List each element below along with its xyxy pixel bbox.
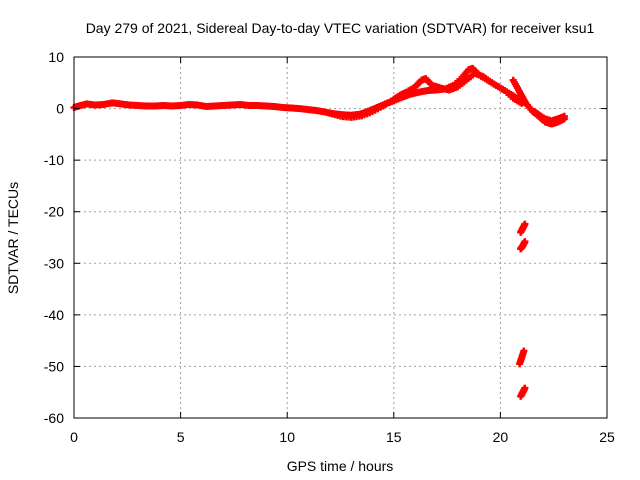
series-track-secondary: [326, 70, 528, 121]
x-tick-label: 5: [177, 429, 185, 445]
series-dropout-1: [517, 220, 529, 236]
series-dropout-4: [517, 384, 529, 400]
data-point: [521, 384, 529, 392]
series-track-main: [70, 64, 526, 119]
data-markers: [70, 64, 568, 400]
grid: [74, 57, 607, 418]
y-tick-label: 0: [56, 101, 64, 117]
y-tick-label: 10: [48, 49, 64, 65]
x-tick-label: 20: [493, 429, 509, 445]
y-tick-label: -60: [44, 410, 64, 426]
series-dropout-2: [517, 238, 529, 253]
x-tick-label: 10: [279, 429, 295, 445]
x-axis-label: GPS time / hours: [287, 458, 394, 474]
plot-frame: [73, 56, 608, 419]
series-dropout-3: [516, 347, 528, 368]
y-tick-label: -50: [44, 358, 64, 374]
y-tick-labels: 10 0 -10 -20 -30 -40 -50 -60: [44, 49, 64, 426]
x-tick-label: 0: [70, 429, 78, 445]
y-tick-label: -10: [44, 152, 64, 168]
data-point: [520, 347, 528, 355]
data-point: [560, 112, 568, 120]
y-tick-label: -40: [44, 307, 64, 323]
y-tick-label: -20: [44, 204, 64, 220]
axis-ticks: [73, 56, 608, 419]
x-tick-label: 25: [599, 429, 615, 445]
x-tick-labels: 0 5 10 15 20 25: [70, 429, 615, 445]
data-point: [521, 220, 529, 228]
series-track-late-b: [531, 108, 568, 125]
data-point: [521, 238, 529, 246]
x-tick-label: 15: [386, 429, 402, 445]
y-axis-label: SDTVAR / TECUs: [5, 182, 21, 294]
y-tick-label: -30: [44, 255, 64, 271]
chart-title: Day 279 of 2021, Sidereal Day-to-day VTE…: [86, 20, 595, 36]
